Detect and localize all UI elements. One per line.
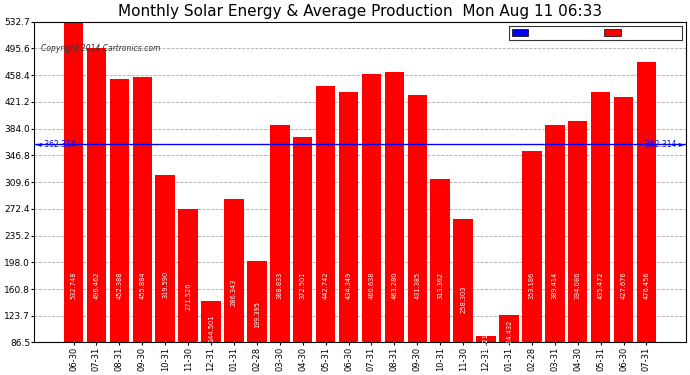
- Text: 144.501: 144.501: [208, 314, 214, 342]
- Bar: [637, 62, 656, 342]
- Bar: [155, 175, 175, 342]
- Text: 124.432: 124.432: [506, 319, 512, 346]
- Text: 463.280: 463.280: [391, 271, 397, 298]
- Text: Copyright 2014 Cartronics.com: Copyright 2014 Cartronics.com: [41, 44, 160, 53]
- Bar: [522, 151, 542, 342]
- Text: 353.186: 353.186: [529, 271, 535, 298]
- Text: 258.303: 258.303: [460, 285, 466, 313]
- Bar: [132, 77, 152, 342]
- Bar: [408, 94, 427, 342]
- Text: 286.343: 286.343: [231, 279, 237, 306]
- Text: 434.349: 434.349: [346, 271, 352, 298]
- Text: 271.526: 271.526: [185, 282, 191, 310]
- Bar: [545, 125, 564, 342]
- Text: 394.086: 394.086: [575, 271, 581, 298]
- Text: 372.501: 372.501: [299, 271, 306, 298]
- Bar: [270, 125, 290, 342]
- Text: 431.385: 431.385: [414, 271, 420, 298]
- Text: 476.456: 476.456: [644, 271, 649, 299]
- Bar: [293, 137, 313, 342]
- Bar: [591, 92, 611, 342]
- Bar: [384, 72, 404, 342]
- Bar: [316, 86, 335, 342]
- Bar: [453, 219, 473, 342]
- Bar: [339, 92, 358, 342]
- Text: 199.395: 199.395: [254, 300, 260, 327]
- Bar: [224, 199, 244, 342]
- Bar: [179, 209, 198, 342]
- Text: 313.362: 313.362: [437, 272, 443, 299]
- Text: 455.884: 455.884: [139, 271, 146, 299]
- Bar: [110, 80, 129, 342]
- Title: Monthly Solar Energy & Average Production  Mon Aug 11 06:33: Monthly Solar Energy & Average Productio…: [118, 4, 602, 19]
- Text: 95.214: 95.214: [483, 328, 489, 352]
- Bar: [500, 315, 519, 342]
- Bar: [362, 74, 381, 342]
- Text: 460.638: 460.638: [368, 271, 375, 298]
- Bar: [431, 179, 450, 342]
- Bar: [247, 261, 266, 342]
- Bar: [614, 97, 633, 342]
- Text: 532.748: 532.748: [70, 271, 77, 298]
- Text: 388.833: 388.833: [277, 271, 283, 298]
- Bar: [201, 301, 221, 342]
- Bar: [476, 336, 496, 342]
- Text: 452.388: 452.388: [117, 271, 122, 298]
- Text: ◄ 362.314: ◄ 362.314: [35, 140, 75, 148]
- Bar: [64, 22, 83, 342]
- Text: 362.314 ►: 362.314 ►: [645, 140, 684, 148]
- Text: 442.742: 442.742: [323, 271, 328, 299]
- Text: 435.472: 435.472: [598, 271, 604, 298]
- Text: 389.414: 389.414: [552, 271, 558, 298]
- Text: 427.676: 427.676: [620, 271, 627, 299]
- Bar: [568, 122, 587, 342]
- Text: 496.462: 496.462: [93, 271, 99, 298]
- Legend: Average  (kWh), Daily  (kWh): Average (kWh), Daily (kWh): [509, 26, 682, 40]
- Text: 319.590: 319.590: [162, 272, 168, 298]
- Bar: [87, 48, 106, 342]
